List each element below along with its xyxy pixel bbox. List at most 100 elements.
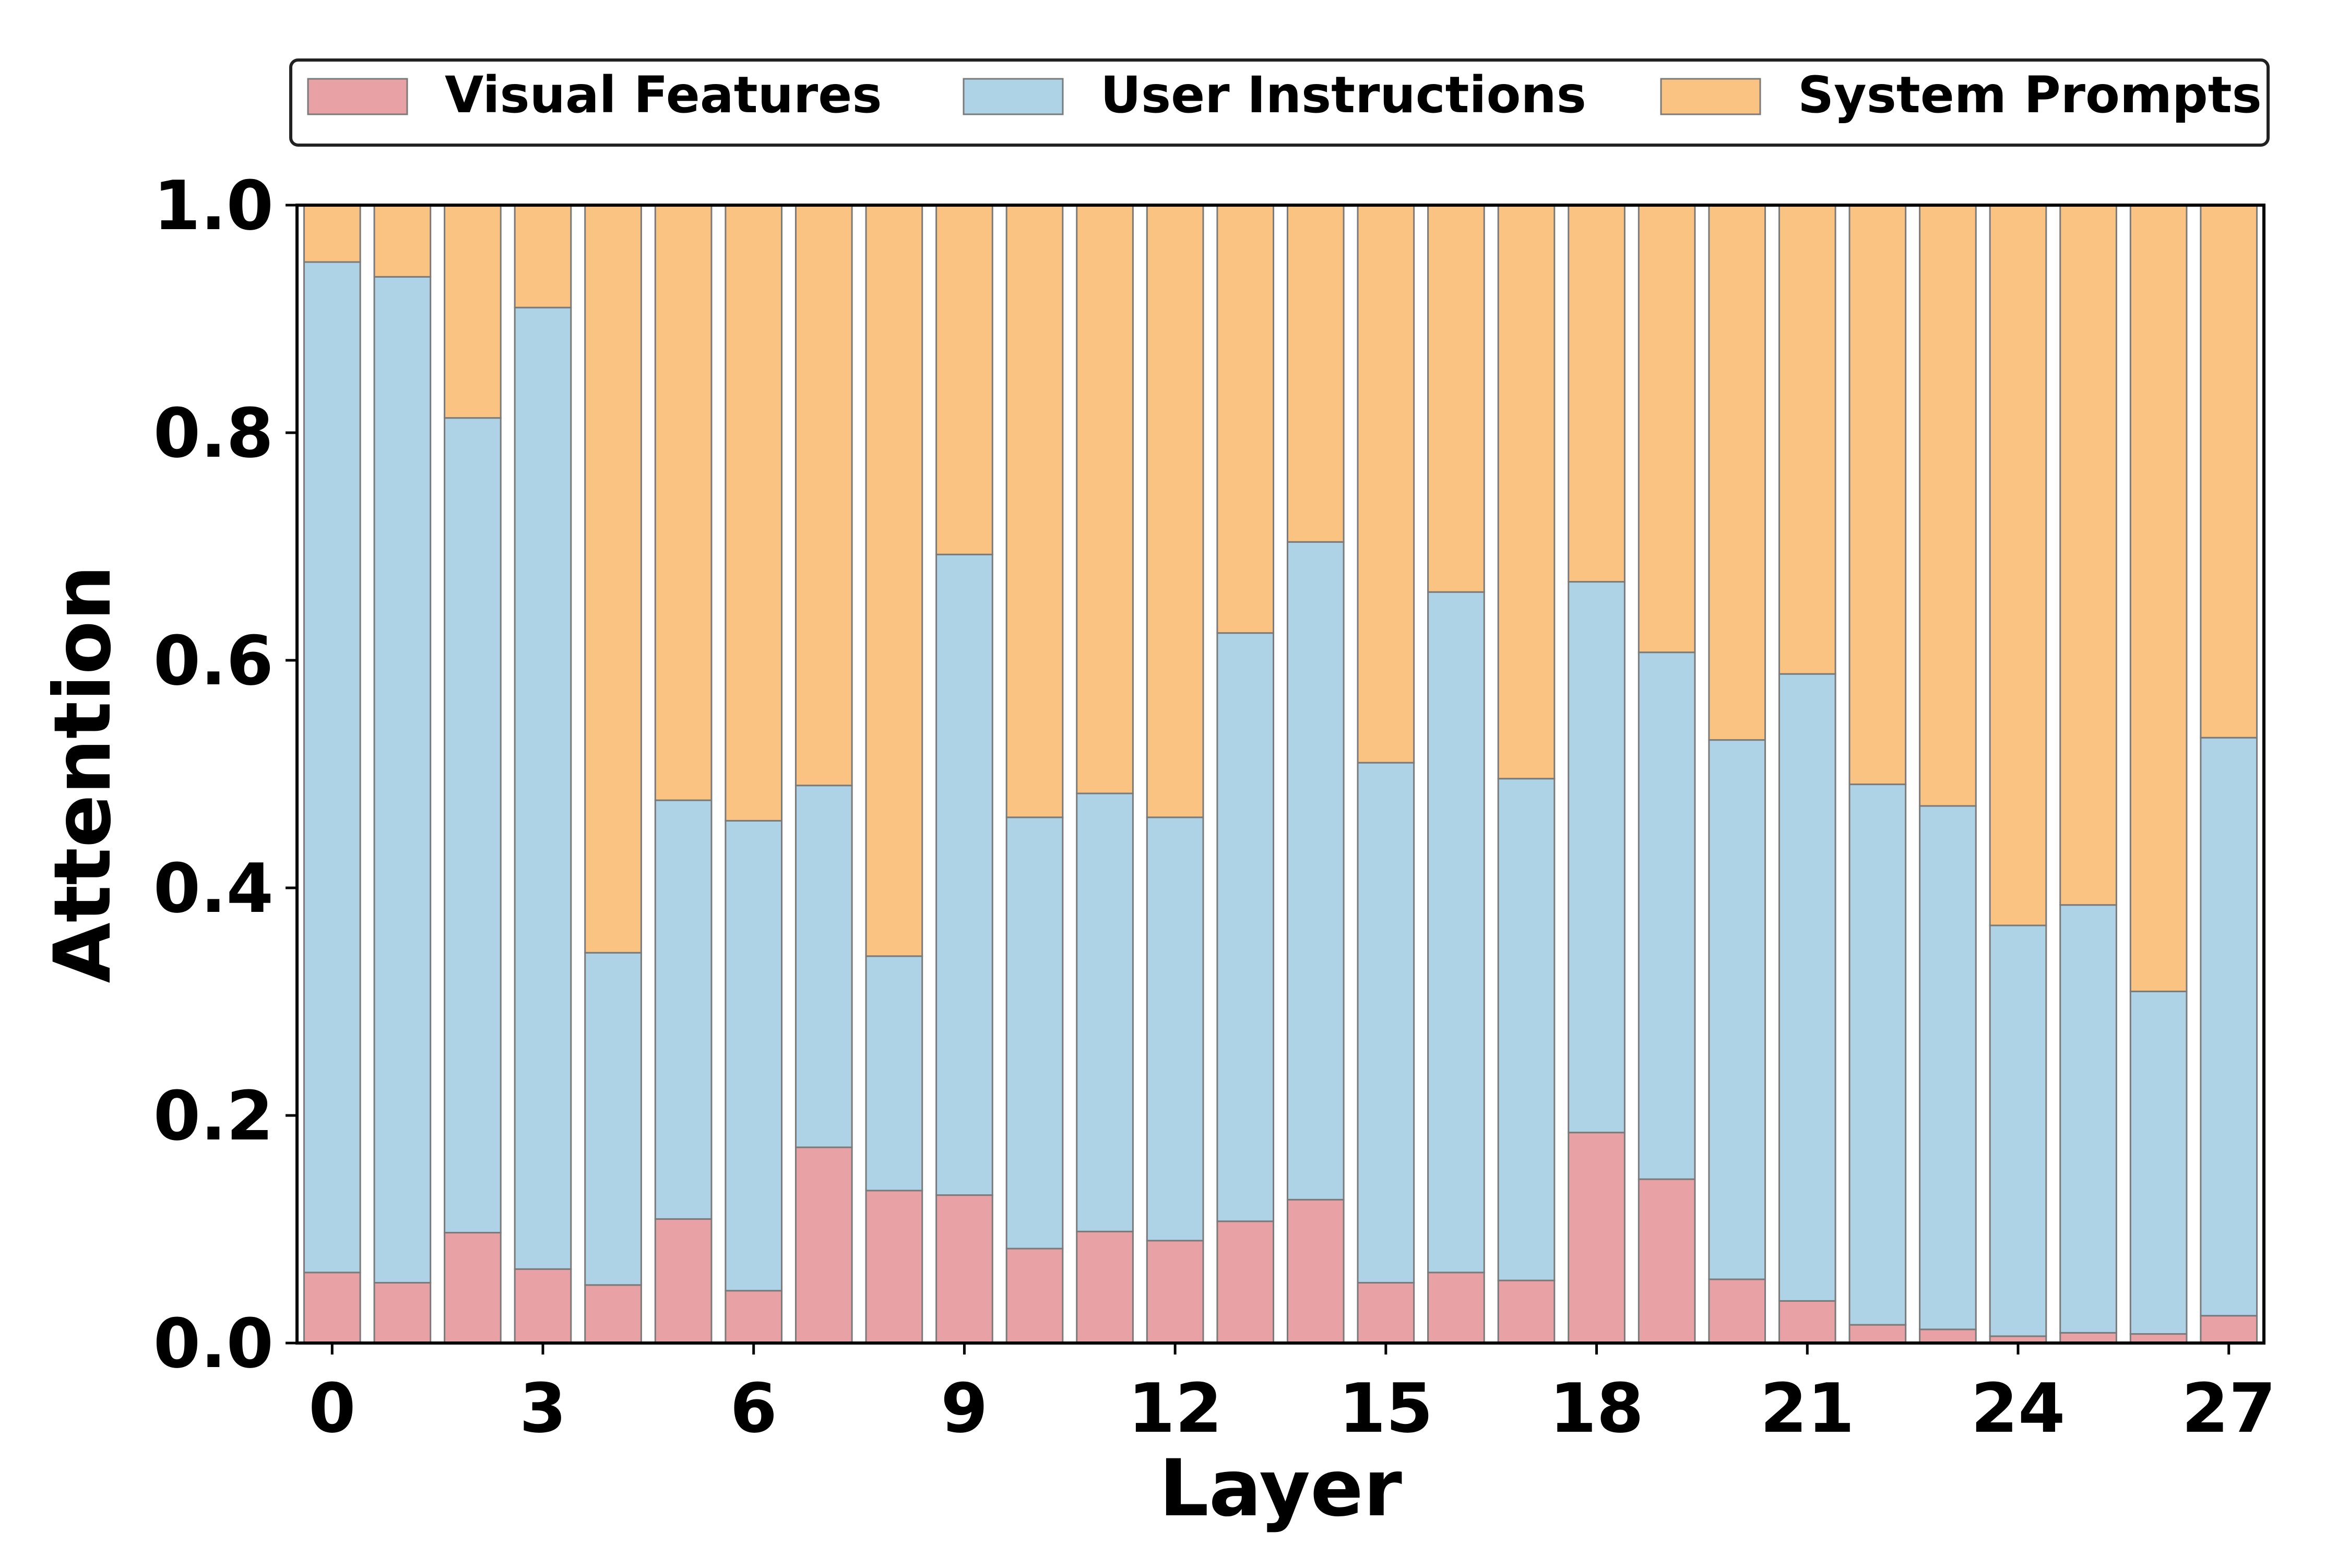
legend-item-system-prompts: System Prompts (1660, 66, 2262, 124)
bar-visual-features-layer-4 (584, 1284, 642, 1344)
bar-visual-features-layer-19 (1638, 1178, 1696, 1344)
x-tick-label: 3 (519, 1369, 566, 1448)
bar-system-prompts-layer-10 (1005, 204, 1064, 818)
legend-item-visual-features: Visual Features (307, 66, 882, 124)
bar-visual-features-layer-12 (1146, 1240, 1204, 1344)
bar-system-prompts-layer-27 (2200, 204, 2258, 739)
x-axis: 0 3 6 9 12 15 18 21 24 27 (309, 1343, 2276, 1448)
bar-user-instructions-layer-26 (2129, 990, 2188, 1335)
legend: Visual Features User Instructions System P… (289, 58, 2270, 147)
bar-system-prompts-layer-24 (1989, 204, 2047, 926)
bar-system-prompts-layer-14 (1286, 204, 1345, 543)
x-tick-label: 21 (1760, 1369, 1855, 1448)
y-tick-label: 0.2 (153, 1076, 274, 1156)
bar-system-prompts-layer-2 (444, 204, 502, 419)
bar-user-instructions-layer-1 (373, 276, 432, 1284)
y-tick-label: 0.4 (153, 849, 274, 928)
legend-label-visual-features: Visual Features (445, 66, 882, 124)
bar-system-prompts-layer-26 (2129, 204, 2188, 992)
bar-visual-features-layer-17 (1497, 1279, 1556, 1344)
y-tick-label: 1.0 (153, 166, 274, 245)
bar-user-instructions-layer-20 (1708, 739, 1766, 1280)
x-tick-label: 12 (1128, 1369, 1223, 1448)
y-axis: 0.0 0.2 0.4 0.6 0.8 1.0 (153, 166, 297, 1383)
bar-system-prompts-layer-6 (725, 204, 783, 822)
bar-system-prompts-layer-16 (1427, 204, 1485, 593)
bar-user-instructions-layer-5 (654, 799, 713, 1220)
bar-visual-features-layer-13 (1216, 1220, 1275, 1344)
bar-user-instructions-layer-13 (1216, 632, 1275, 1222)
bar-user-instructions-layer-25 (2059, 904, 2117, 1334)
bar-user-instructions-layer-15 (1357, 762, 1415, 1284)
bar-system-prompts-layer-21 (1778, 204, 1836, 675)
bar-user-instructions-layer-9 (935, 553, 993, 1196)
legend-label-user-instructions: User Instructions (1100, 66, 1586, 124)
x-axis-label: Layer (1159, 1443, 1402, 1534)
bar-user-instructions-layer-22 (1848, 783, 1907, 1326)
bar-visual-features-layer-0 (303, 1272, 361, 1344)
bar-visual-features-layer-20 (1708, 1278, 1766, 1344)
legend-label-system-prompts: System Prompts (1798, 66, 2262, 124)
y-tick-label: 0.8 (153, 394, 274, 473)
x-tick-label: 24 (1971, 1369, 2066, 1448)
bar-visual-features-layer-5 (654, 1218, 713, 1344)
bar-visual-features-layer-16 (1427, 1272, 1485, 1344)
bar-user-instructions-layer-14 (1286, 541, 1345, 1201)
bar-visual-features-layer-2 (444, 1232, 502, 1344)
bar-visual-features-layer-7 (794, 1146, 853, 1344)
bar-user-instructions-layer-11 (1076, 792, 1134, 1232)
bar-user-instructions-layer-16 (1427, 591, 1485, 1274)
bar-user-instructions-layer-6 (725, 819, 783, 1292)
bar-user-instructions-layer-2 (444, 417, 502, 1234)
legend-swatch-user-instructions (963, 78, 1064, 115)
legend-items: Visual Features User Instructions System P… (307, 66, 2262, 124)
bar-system-prompts-layer-13 (1216, 204, 1275, 634)
bar-system-prompts-layer-1 (373, 204, 432, 278)
plot-frame (295, 204, 2265, 1345)
bar-system-prompts-layer-17 (1497, 204, 1556, 780)
bar-system-prompts-layer-8 (865, 204, 923, 957)
bar-system-prompts-layer-3 (514, 204, 572, 308)
x-tick-label: 9 (941, 1369, 988, 1448)
bar-system-prompts-layer-4 (584, 204, 642, 954)
bar-visual-features-layer-6 (725, 1290, 783, 1344)
bar-user-instructions-layer-21 (1778, 673, 1836, 1302)
x-tick-label: 18 (1549, 1369, 1644, 1448)
bar-system-prompts-layer-12 (1146, 204, 1204, 818)
bar-user-instructions-layer-8 (865, 955, 923, 1192)
bar-user-instructions-layer-17 (1497, 778, 1556, 1281)
y-axis-label: Attention (38, 565, 128, 983)
bar-visual-features-layer-15 (1357, 1281, 1415, 1344)
bar-system-prompts-layer-18 (1568, 204, 1626, 583)
bar-user-instructions-layer-12 (1146, 816, 1204, 1242)
bar-visual-features-layer-22 (1848, 1324, 1907, 1344)
bar-visual-features-layer-9 (935, 1194, 993, 1344)
bar-visual-features-layer-21 (1778, 1300, 1836, 1344)
bar-visual-features-layer-1 (373, 1281, 432, 1344)
bar-system-prompts-layer-23 (1919, 204, 1977, 807)
bar-system-prompts-layer-22 (1848, 204, 1907, 786)
bar-system-prompts-layer-9 (935, 204, 993, 555)
y-tick-label: 0.0 (153, 1304, 274, 1383)
bar-visual-features-layer-10 (1005, 1248, 1064, 1344)
legend-item-user-instructions: User Instructions (963, 66, 1586, 124)
bar-system-prompts-layer-11 (1076, 204, 1134, 794)
bar-visual-features-layer-11 (1076, 1230, 1134, 1344)
x-tick-label: 0 (309, 1369, 355, 1448)
legend-frame (289, 58, 2270, 147)
bar-visual-features-layer-27 (2200, 1315, 2258, 1344)
bar-system-prompts-layer-15 (1357, 204, 1415, 764)
bar-system-prompts-layer-7 (794, 204, 853, 787)
bar-user-instructions-layer-7 (794, 785, 853, 1148)
bar-user-instructions-layer-27 (2200, 737, 2258, 1317)
bar-visual-features-layer-8 (865, 1190, 923, 1344)
y-tick-label: 0.6 (153, 621, 274, 700)
bar-visual-features-layer-3 (514, 1268, 572, 1344)
bar-user-instructions-layer-3 (514, 306, 572, 1270)
bar-system-prompts-layer-0 (303, 204, 361, 263)
bar-user-instructions-layer-18 (1568, 581, 1626, 1134)
bar-visual-features-layer-18 (1568, 1132, 1626, 1344)
bar-system-prompts-layer-19 (1638, 204, 1696, 654)
x-tick-label: 15 (1338, 1369, 1433, 1448)
